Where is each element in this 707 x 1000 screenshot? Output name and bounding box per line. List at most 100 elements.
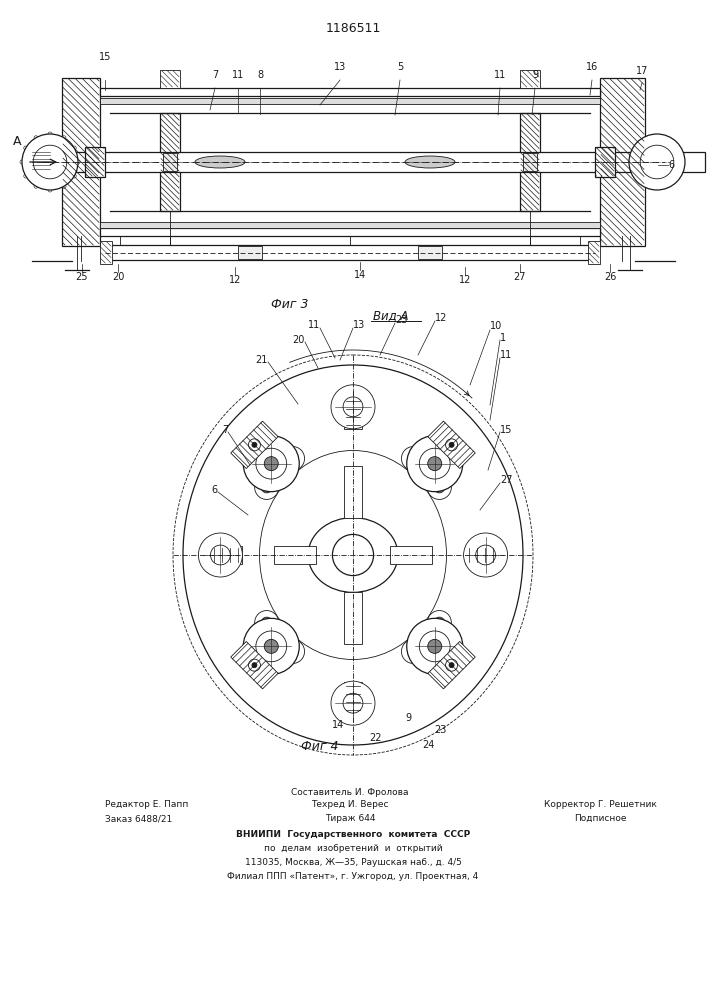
Polygon shape	[274, 546, 315, 564]
Text: 14: 14	[354, 270, 366, 280]
Bar	[589, 242, 599, 263]
Bar	[100, 98, 600, 104]
Circle shape	[255, 475, 279, 499]
Circle shape	[262, 482, 272, 493]
Circle shape	[34, 136, 38, 140]
Text: 1: 1	[500, 333, 506, 343]
Text: 13: 13	[353, 320, 366, 330]
Text: 11: 11	[494, 70, 506, 80]
Text: Редактор Е. Папп: Редактор Е. Папп	[105, 800, 188, 809]
Circle shape	[402, 447, 426, 471]
Text: 11: 11	[308, 320, 320, 330]
Circle shape	[24, 146, 28, 150]
Bar	[601, 79, 644, 245]
Bar	[63, 79, 99, 245]
Circle shape	[445, 439, 457, 451]
Circle shape	[248, 659, 260, 671]
Bar	[600, 78, 645, 246]
Text: 13: 13	[334, 62, 346, 72]
Circle shape	[428, 457, 442, 471]
Text: 14: 14	[332, 720, 344, 730]
Bar	[101, 242, 111, 263]
Bar	[100, 88, 600, 96]
Text: 1186511: 1186511	[325, 22, 380, 35]
Circle shape	[243, 618, 299, 674]
Polygon shape	[344, 396, 362, 428]
Circle shape	[343, 397, 363, 417]
Circle shape	[264, 457, 279, 471]
Text: 15: 15	[500, 425, 513, 435]
Text: 24: 24	[422, 740, 434, 750]
Text: 23: 23	[395, 315, 407, 325]
Text: 15: 15	[99, 52, 111, 62]
Ellipse shape	[195, 156, 245, 168]
Bar	[100, 241, 112, 264]
Circle shape	[343, 693, 363, 713]
Polygon shape	[344, 682, 362, 714]
Circle shape	[407, 618, 463, 674]
Bar	[161, 71, 179, 87]
Text: 12: 12	[459, 275, 471, 285]
Circle shape	[248, 439, 260, 451]
Text: 11: 11	[232, 70, 244, 80]
Circle shape	[428, 639, 442, 653]
Text: 17: 17	[636, 66, 648, 76]
Text: 21: 21	[256, 355, 268, 365]
Circle shape	[331, 681, 375, 725]
Bar	[588, 241, 600, 264]
Text: 6: 6	[212, 485, 218, 495]
Bar	[238, 246, 262, 259]
Text: 7: 7	[222, 425, 228, 435]
Circle shape	[262, 617, 272, 628]
Text: Корректор Г. Решетник: Корректор Г. Решетник	[544, 800, 656, 809]
Circle shape	[256, 448, 286, 479]
Text: 113035, Москва, Ж—35, Раушская наб., д. 4/5: 113035, Москва, Ж—35, Раушская наб., д. …	[245, 858, 462, 867]
Circle shape	[199, 533, 243, 577]
Circle shape	[252, 442, 257, 447]
Polygon shape	[428, 641, 475, 689]
Circle shape	[445, 659, 457, 671]
Text: ВНИИПИ  Государственного  комитета  СССР: ВНИИПИ Государственного комитета СССР	[236, 830, 470, 839]
Circle shape	[427, 475, 451, 499]
Polygon shape	[390, 546, 433, 564]
Circle shape	[20, 160, 24, 164]
Circle shape	[408, 646, 419, 657]
Text: 6: 6	[668, 160, 674, 170]
Bar	[596, 148, 614, 176]
Bar	[521, 114, 539, 210]
Circle shape	[449, 663, 454, 668]
Text: Фиг 4: Фиг 4	[301, 740, 339, 753]
Circle shape	[48, 188, 52, 192]
Polygon shape	[230, 421, 278, 469]
Bar	[160, 113, 180, 211]
Text: 23: 23	[434, 725, 446, 735]
Bar	[32, 152, 705, 172]
Polygon shape	[464, 546, 496, 564]
Circle shape	[211, 545, 230, 565]
Text: Заказ 6488/21: Заказ 6488/21	[105, 814, 173, 823]
Text: Вид A: Вид A	[373, 309, 409, 322]
Circle shape	[629, 134, 685, 190]
Circle shape	[434, 617, 445, 628]
Circle shape	[332, 534, 373, 576]
Ellipse shape	[183, 365, 523, 745]
Circle shape	[419, 631, 450, 662]
Text: Филиал ППП «Патент», г. Ужгород, ул. Проектная, 4: Филиал ППП «Патент», г. Ужгород, ул. Про…	[228, 872, 479, 881]
Polygon shape	[344, 466, 362, 518]
Text: 9: 9	[405, 713, 411, 723]
Bar	[520, 70, 540, 88]
Circle shape	[72, 174, 76, 178]
Circle shape	[264, 639, 279, 653]
Bar	[100, 222, 600, 228]
Text: Техред И. Верес: Техред И. Верес	[311, 800, 389, 809]
Bar	[163, 153, 177, 171]
Text: 22: 22	[369, 733, 381, 743]
Text: 12: 12	[435, 313, 448, 323]
Text: Фиг 3: Фиг 3	[271, 298, 309, 311]
Circle shape	[408, 453, 419, 464]
Circle shape	[281, 447, 305, 471]
Circle shape	[24, 174, 28, 178]
Circle shape	[252, 663, 257, 668]
Ellipse shape	[405, 156, 455, 168]
Text: 25: 25	[76, 272, 88, 282]
